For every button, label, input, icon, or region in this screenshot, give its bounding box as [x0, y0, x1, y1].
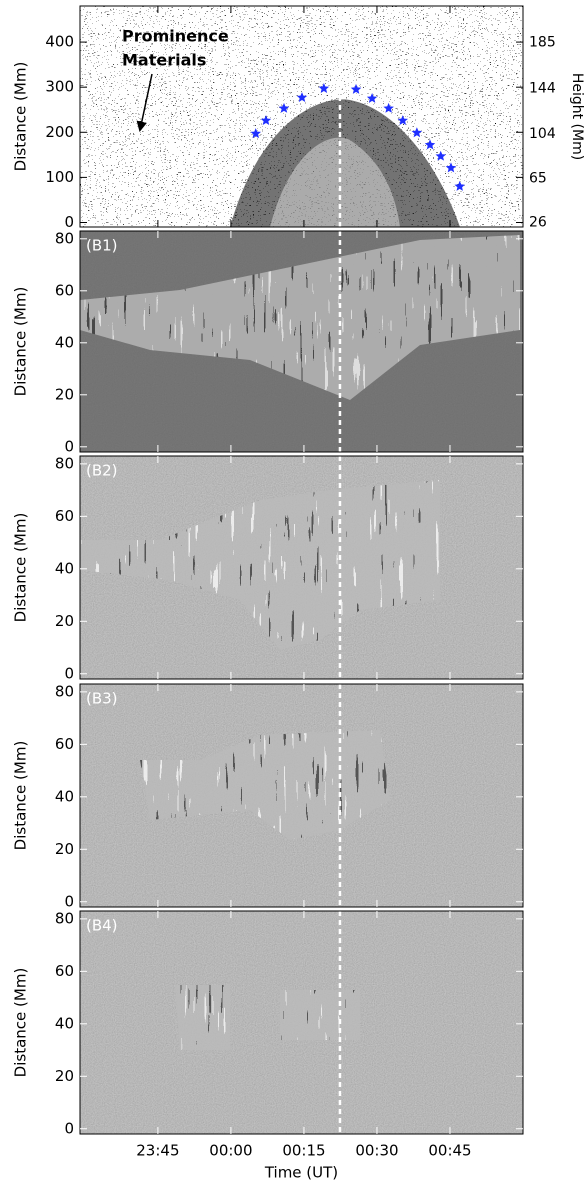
panel: 0 20 40 60 80 (B3) Distance (Mm): [12, 682, 524, 910]
x-tick-label: 00:15: [282, 1142, 325, 1160]
y2-tick-label: 26: [529, 214, 547, 230]
y-tick-label: 60: [55, 962, 74, 980]
panel: 0 20 40 60 80 23:45 00:00 00:15 00:30 00:45 (B4) Di…: [12, 909, 524, 1181]
image: [80, 231, 523, 452]
y-axis-label: Distance (Mm): [12, 968, 30, 1078]
y-tick-label: 20: [55, 1067, 74, 1085]
x-tick-label: 00:30: [355, 1142, 398, 1160]
y-tick-label: 0: [64, 437, 74, 455]
y-axis-label: Distance (Mm): [12, 62, 30, 172]
y-axis-label: Distance (Mm): [12, 513, 30, 623]
y-tick-label: 80: [55, 909, 74, 927]
y-tick-label: 40: [55, 559, 74, 577]
x-axis-label: Time (UT): [264, 1164, 338, 1182]
image: [80, 456, 523, 679]
y-tick-label: 0: [64, 1119, 74, 1137]
panel: 0 20 40 60 80 (B2) Distance (Mm): [12, 454, 524, 682]
y-tick-label: 20: [55, 612, 74, 630]
y-tick-label: 400: [45, 33, 74, 51]
y2-tick-label: 144: [529, 81, 556, 97]
y-tick-label: 300: [45, 78, 74, 96]
panel: 0 100 200 300 400 (A) Distance (Mm) 26 65 104 144 1…: [12, 6, 586, 231]
annotation: Materials: [122, 51, 206, 70]
y-tick-label: 40: [55, 787, 74, 805]
annotation: Prominence: [122, 27, 229, 46]
image: [80, 911, 523, 1134]
y-axis-label: Distance (Mm): [12, 741, 30, 851]
panel-label: (B3): [86, 690, 118, 708]
panel-label: (B4): [86, 917, 118, 935]
y-tick-label: 0: [64, 213, 74, 231]
y-tick-label: 80: [55, 682, 74, 700]
panel-label: (B1): [86, 237, 118, 255]
image: [80, 684, 523, 907]
x-tick-label: 23:45: [136, 1142, 179, 1160]
y2-tick-label: 65: [529, 170, 547, 186]
y-tick-label: 20: [55, 840, 74, 858]
y2-axis-label: Height (Mm): [569, 73, 585, 160]
y-tick-label: 20: [55, 385, 74, 403]
y-tick-label: 80: [55, 229, 74, 247]
x-tick-label: 00:45: [428, 1142, 471, 1160]
panel-label: (A): [86, 12, 108, 30]
panel-label: (B2): [86, 462, 118, 480]
y-tick-label: 200: [45, 123, 74, 141]
y2-tick-label: 104: [529, 126, 556, 142]
panel: 0 20 40 60 80 (B1) Distance (Mm): [12, 229, 524, 455]
y-tick-label: 60: [55, 735, 74, 753]
y-tick-label: 0: [64, 892, 74, 910]
y-tick-label: 60: [55, 507, 74, 525]
figure: 0100200300400(A)Distance (Mm)26651041441…: [0, 0, 586, 1185]
y-axis-label: Distance (Mm): [12, 287, 30, 397]
y-tick-label: 80: [55, 454, 74, 472]
y-tick-label: 0: [64, 664, 74, 682]
y2-tick-label: 185: [529, 34, 556, 50]
y-tick-label: 60: [55, 281, 74, 299]
y-tick-label: 40: [55, 333, 74, 351]
y-tick-label: 40: [55, 1014, 74, 1032]
x-tick-label: 00:00: [209, 1142, 252, 1160]
y-tick-label: 100: [45, 168, 74, 186]
